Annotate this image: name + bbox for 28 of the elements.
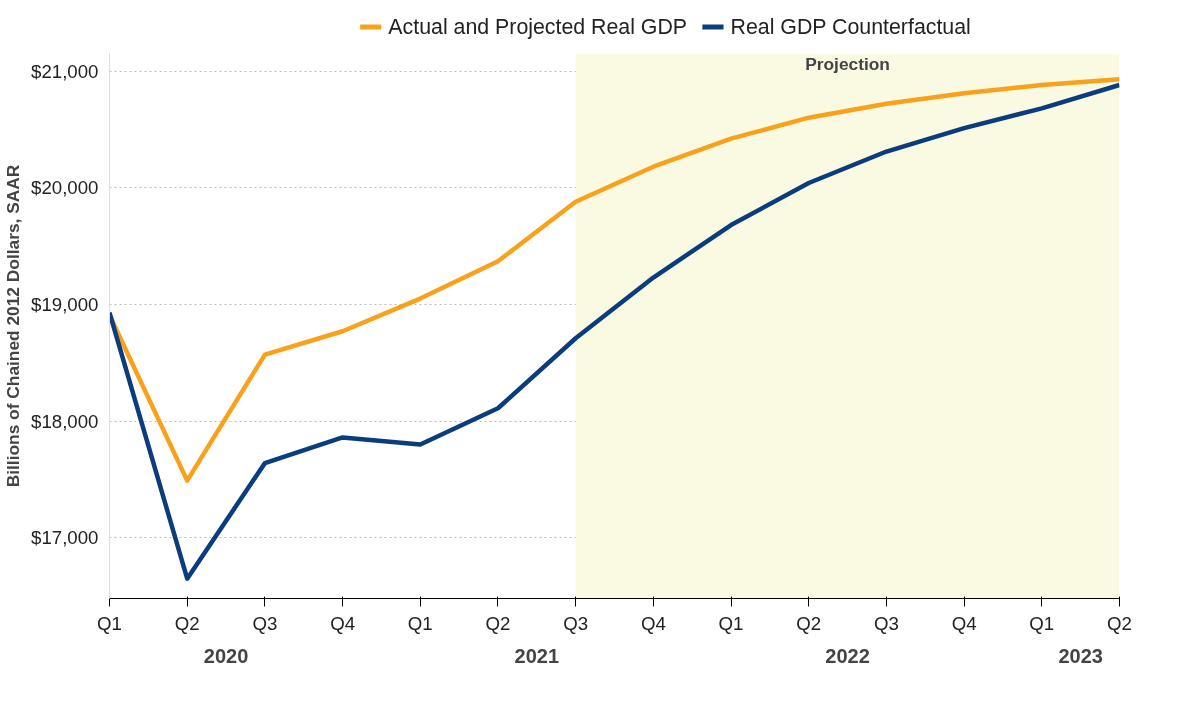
y-tick-label: $19,000 — [31, 293, 99, 315]
y-tick-label: $20,000 — [31, 177, 99, 199]
legend-label: Real GDP Counterfactual — [730, 14, 971, 39]
x-tick-label: Q1 — [718, 612, 744, 634]
y-tick-label: $18,000 — [31, 410, 99, 432]
x-tick-label: Q2 — [1107, 612, 1132, 634]
x-tick-label: Q4 — [640, 612, 666, 634]
line-series — [109, 82, 1120, 581]
legend-label: Actual and Projected Real GDP — [388, 14, 688, 39]
text: 2020 — [203, 644, 249, 667]
x-tick-label: Q2 — [174, 612, 200, 634]
x-tick-label: Q2 — [796, 612, 822, 634]
text: 2022 — [825, 644, 870, 667]
x-tick-label: Q1 — [407, 612, 433, 634]
x-tick-label: Q3 — [873, 612, 899, 634]
band-label: Projection — [805, 54, 890, 75]
x-tick-label: Q3 — [252, 612, 278, 634]
x-tick-label: Q4 — [330, 612, 356, 634]
x-tick-label: Q2 — [485, 612, 511, 634]
y-tick-label: $21,000 — [31, 60, 99, 82]
x-tick-label: Q4 — [951, 612, 977, 634]
x-tick-label: Q1 — [97, 612, 122, 634]
text: 2023 — [1058, 644, 1103, 667]
text: 2021 — [514, 644, 560, 667]
x-tick-label: Q1 — [1029, 612, 1055, 634]
y-axis-title: Billions of Chained 2012 Dollars, SAAR — [3, 164, 24, 488]
y-tick-label: $17,000 — [31, 527, 99, 549]
x-tick-label: Q3 — [563, 612, 589, 634]
